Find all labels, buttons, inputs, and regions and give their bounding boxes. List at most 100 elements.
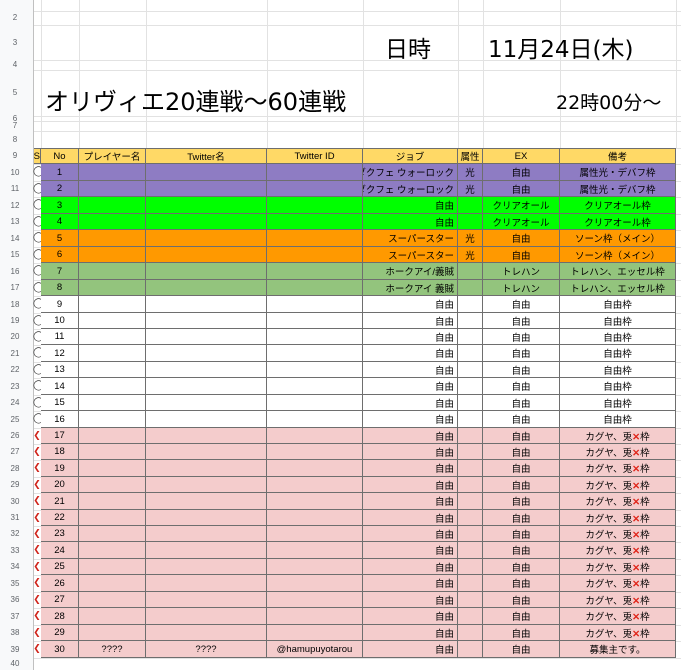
table-cell-attr[interactable] <box>458 625 483 641</box>
row-number-cell[interactable]: 7 <box>41 263 79 280</box>
row-number[interactable]: 40 <box>10 659 20 668</box>
row-number-cell[interactable]: 9 <box>41 296 79 313</box>
column-s-cell[interactable]: ❮ <box>33 431 41 441</box>
row-number[interactable]: 33 <box>10 546 20 555</box>
row-number-cell[interactable]: 23 <box>41 526 79 542</box>
table-cell-job[interactable]: 自由 <box>363 592 458 608</box>
table-cell-note[interactable]: ソーン枠（メイン） <box>560 247 676 263</box>
table-cell-player[interactable] <box>79 247 146 263</box>
table-cell-twitter-id[interactable] <box>267 197 363 214</box>
table-cell-attr[interactable] <box>458 428 483 444</box>
table-cell-ex[interactable]: 自由 <box>483 559 560 575</box>
table-cell-ex[interactable]: 自由 <box>483 296 560 313</box>
row-number-cell[interactable]: 26 <box>41 575 79 592</box>
column-s-cell[interactable]: ◯ <box>33 216 45 227</box>
column-s-cell[interactable]: ❮ <box>33 496 41 506</box>
table-cell-twitter-name[interactable] <box>146 345 267 362</box>
row-number[interactable]: 39 <box>10 645 20 654</box>
table-cell-job[interactable]: 自由 <box>363 395 458 411</box>
table-cell-note[interactable]: 自由枠 <box>560 296 676 313</box>
column-s-cell[interactable]: ❮ <box>33 463 41 473</box>
table-cell-job[interactable]: 自由 <box>363 542 458 559</box>
table-cell-job[interactable]: 自由 <box>363 428 458 444</box>
table-cell-job[interactable]: 自由 <box>363 378 458 395</box>
table-cell-ex[interactable]: 自由 <box>483 575 560 592</box>
table-cell-ex[interactable]: 自由 <box>483 329 560 345</box>
table-cell-job[interactable]: 自由 <box>363 608 458 625</box>
table-cell-note[interactable]: カグヤ、兎✕枠 <box>560 460 676 477</box>
column-header[interactable]: プレイヤー名 <box>79 148 146 164</box>
table-cell-job[interactable]: スーパースター <box>363 247 458 263</box>
column-header[interactable]: 備考 <box>560 148 676 164</box>
table-cell-ex[interactable]: 自由 <box>483 444 560 460</box>
table-cell-note[interactable]: 自由枠 <box>560 362 676 378</box>
table-cell-twitter-id[interactable] <box>267 296 363 313</box>
table-cell-player[interactable] <box>79 329 146 345</box>
column-s-cell[interactable]: ❮ <box>33 644 41 654</box>
table-cell-job[interactable]: 自由 <box>363 575 458 592</box>
row-number[interactable]: 5 <box>12 88 18 97</box>
table-cell-player[interactable] <box>79 477 146 493</box>
column-s-cell[interactable]: ◯ <box>33 315 45 326</box>
row-number[interactable]: 36 <box>10 595 20 604</box>
table-cell-attr[interactable] <box>458 329 483 345</box>
table-cell-ex[interactable]: 自由 <box>483 526 560 542</box>
table-cell-attr[interactable] <box>458 641 483 658</box>
table-cell-twitter-id[interactable] <box>267 313 363 329</box>
table-cell-twitter-name[interactable] <box>146 395 267 411</box>
table-cell-player[interactable] <box>79 164 146 181</box>
table-cell-note[interactable]: 属性光・デバフ枠 <box>560 164 676 181</box>
table-cell-note[interactable]: ソーン枠（メイン） <box>560 230 676 247</box>
row-number[interactable]: 26 <box>10 431 20 440</box>
column-s-cell[interactable]: ❮ <box>33 447 41 457</box>
table-cell-player[interactable] <box>79 542 146 559</box>
table-cell-twitter-name[interactable]: ???? <box>146 641 267 658</box>
table-cell-ex[interactable]: 自由 <box>483 428 560 444</box>
row-number[interactable]: 29 <box>10 480 20 489</box>
table-cell-twitter-id[interactable]: @hamupuyotarou <box>267 641 363 658</box>
table-cell-twitter-name[interactable] <box>146 460 267 477</box>
column-header[interactable]: ジョブ <box>363 148 458 164</box>
column-s-cell[interactable]: ◯ <box>33 413 45 424</box>
row-number-cell[interactable]: 21 <box>41 493 79 510</box>
table-cell-job[interactable]: 自由 <box>363 641 458 658</box>
row-number-cell[interactable]: 13 <box>41 362 79 378</box>
table-cell-attr[interactable]: 光 <box>458 230 483 247</box>
table-cell-twitter-id[interactable] <box>267 625 363 641</box>
table-cell-player[interactable] <box>79 444 146 460</box>
column-s-header[interactable]: S <box>34 148 41 164</box>
table-cell-player[interactable] <box>79 296 146 313</box>
column-s-cell[interactable]: ◯ <box>33 397 45 408</box>
table-cell-job[interactable]: 自由 <box>363 214 458 230</box>
table-cell-twitter-name[interactable] <box>146 477 267 493</box>
row-number-cell[interactable]: 20 <box>41 477 79 493</box>
table-cell-attr[interactable] <box>458 592 483 608</box>
column-s-cell[interactable]: ❮ <box>33 578 41 588</box>
table-cell-twitter-name[interactable] <box>146 510 267 526</box>
row-number[interactable]: 34 <box>10 562 20 571</box>
row-number-cell[interactable]: 1 <box>41 164 79 181</box>
table-cell-job[interactable]: ホークアイ 義賊 <box>363 280 458 296</box>
row-number-cell[interactable]: 18 <box>41 444 79 460</box>
row-number-cell[interactable]: 4 <box>41 214 79 230</box>
table-cell-attr[interactable] <box>458 559 483 575</box>
table-cell-attr[interactable] <box>458 526 483 542</box>
table-cell-twitter-id[interactable] <box>267 411 363 428</box>
table-cell-twitter-name[interactable] <box>146 428 267 444</box>
table-cell-ex[interactable]: 自由 <box>483 641 560 658</box>
table-cell-note[interactable]: カグヤ、兎✕枠 <box>560 592 676 608</box>
table-cell-ex[interactable]: 自由 <box>483 345 560 362</box>
table-cell-twitter-name[interactable] <box>146 608 267 625</box>
row-number[interactable]: 20 <box>10 332 20 341</box>
table-cell-attr[interactable] <box>458 362 483 378</box>
row-number[interactable]: 35 <box>10 579 20 588</box>
row-number[interactable]: 14 <box>10 234 20 243</box>
table-cell-twitter-id[interactable] <box>267 395 363 411</box>
column-s-cell[interactable]: ❮ <box>33 545 41 555</box>
row-number[interactable]: 21 <box>10 349 20 358</box>
row-number[interactable]: 37 <box>10 612 20 621</box>
column-header[interactable]: No <box>41 148 79 164</box>
row-number[interactable]: 31 <box>10 513 20 522</box>
row-number[interactable]: 30 <box>10 497 20 506</box>
